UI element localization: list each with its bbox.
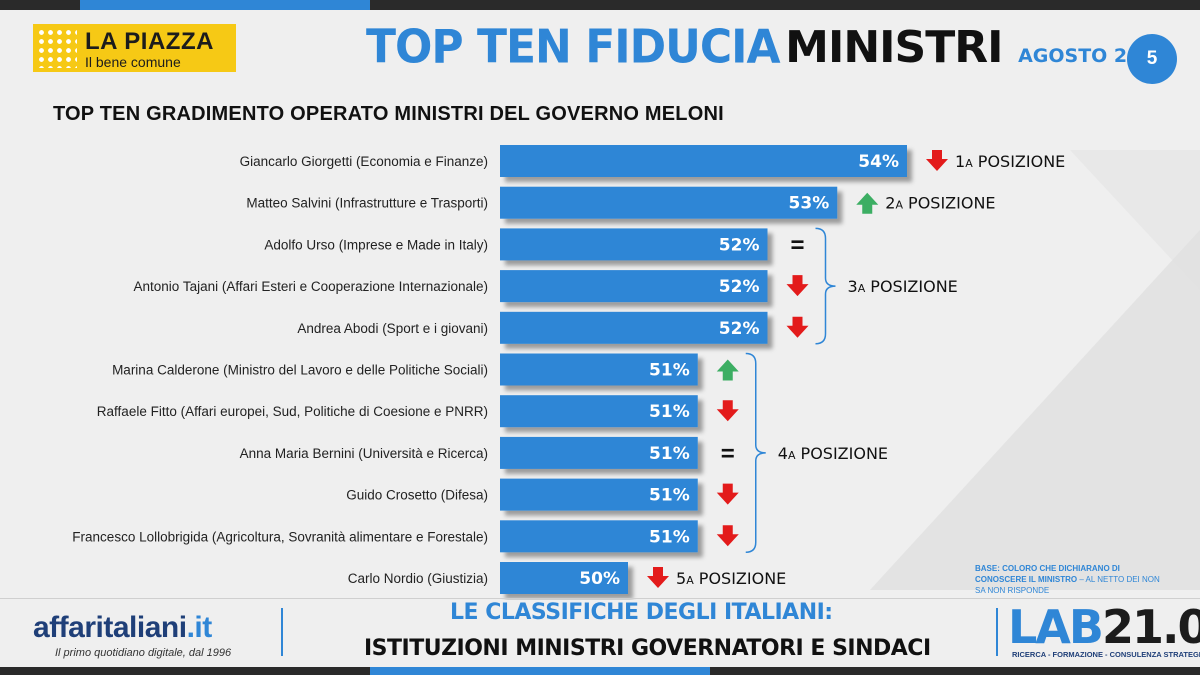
value-label: 52% (719, 235, 760, 255)
logo-subtitle: Il bene comune (85, 54, 181, 70)
bar (500, 395, 698, 428)
value-label: 51% (649, 402, 690, 422)
bar-chart: Giancarlo Giorgetti (Economia e Finanze)… (72, 145, 1065, 594)
lab-tagline: RICERCA - FORMAZIONE - CONSULENZA STRATE… (1012, 650, 1200, 659)
position-text: POSIZIONE (694, 569, 787, 588)
la-piazza-logo: LA PIAZZA Il bene comune (33, 24, 236, 72)
page-title: TOP TEN FIDUCIA MINISTRI AGOSTO 2023 (366, 20, 1167, 75)
background-shape (870, 230, 1200, 590)
bar (500, 270, 768, 303)
logo-dots-icon (37, 28, 77, 68)
trend-equal-icon (791, 240, 804, 249)
trend-down-arrow-icon (926, 150, 948, 171)
position-suffix: A (858, 282, 866, 295)
trend-down-arrow-icon (716, 525, 739, 547)
position-text: POSIZIONE (795, 444, 888, 463)
bar (500, 436, 698, 469)
category-label: Anna Maria Bernini (Università e Ricerca… (240, 446, 488, 461)
value-label: 50% (579, 569, 620, 589)
bar (500, 520, 698, 553)
trend-down-arrow-icon (786, 316, 809, 338)
trend-up-arrow-icon (716, 359, 739, 381)
category-label: Raffaele Fitto (Affari europei, Sud, Pol… (97, 404, 488, 419)
value-label: 52% (719, 277, 760, 297)
category-label: Giancarlo Giorgetti (Economia e Finanze) (240, 154, 488, 169)
footer-divider (0, 598, 1200, 599)
category-label: Andrea Abodi (Sport e i giovani) (297, 321, 488, 336)
bottom-bar-accent (370, 667, 710, 675)
footer-separator (281, 608, 283, 656)
bar (500, 311, 768, 344)
value-label: 51% (649, 486, 690, 506)
affaritaliani-logo: affaritaliani.it (33, 611, 212, 645)
trend-down-arrow-icon (786, 275, 809, 297)
bar (500, 353, 698, 386)
page-number-badge: 5 (1127, 34, 1177, 84)
title-part-1: TOP TEN FIDUCIA (366, 20, 781, 75)
bar (500, 478, 698, 511)
bar (500, 186, 838, 219)
value-label: 52% (719, 319, 760, 339)
trend-down-arrow-icon (716, 483, 739, 505)
category-label: Carlo Nordio (Giustizia) (348, 571, 488, 586)
position-suffix: A (686, 574, 694, 587)
brand-name: affaritaliani (33, 611, 187, 644)
brand-tagline: Il primo quotidiano digitale, dal 1996 (55, 647, 232, 659)
position-number: 5 (676, 569, 686, 588)
value-label: 51% (649, 527, 690, 547)
position-number: 1 (955, 152, 965, 171)
title-part-2: MINISTRI (785, 22, 1003, 73)
lab-logo-part-2: 21.01 (1101, 600, 1200, 654)
base-note: BASE: COLORO CHE DICHIARANO DI CONOSCERE… (975, 563, 1165, 596)
value-label: 51% (649, 444, 690, 464)
lab-logo-part-1: LAB (1008, 600, 1104, 654)
brand-tld: .it (186, 611, 213, 644)
chart-subtitle: TOP TEN GRADIMENTO OPERATO MINISTRI DEL … (53, 103, 724, 125)
position-label: 4A POSIZIONE (778, 444, 888, 463)
position-number: 2 (885, 194, 895, 213)
bar (500, 562, 628, 594)
trend-up-arrow-icon (856, 192, 879, 214)
position-suffix: A (788, 449, 796, 462)
category-label: Antonio Tajani (Affari Esteri e Cooperaz… (134, 279, 488, 294)
group-bracket (745, 352, 766, 554)
group-bracket (815, 227, 836, 345)
base-note-thin: – AL NETTO DEI NON SA NON RISPONDE (975, 575, 1160, 595)
top-bar-accent (80, 0, 370, 10)
category-label: Guido Crosetto (Difesa) (346, 488, 488, 503)
value-label: 54% (858, 152, 899, 172)
position-label: 2A POSIZIONE (885, 194, 995, 213)
position-label: 1A POSIZIONE (955, 152, 1065, 171)
position-suffix: A (895, 199, 903, 212)
footer-subheading: ISTITUZIONI MINISTRI GOVERNATORI E SINDA… (364, 636, 931, 661)
footer-heading: LE CLASSIFICHE DEGLI ITALIANI: (450, 600, 833, 625)
category-label: Marina Calderone (Ministro del Lavoro e … (112, 363, 488, 378)
position-suffix: A (965, 157, 973, 170)
category-label: Matteo Salvini (Infrastrutture e Traspor… (246, 196, 488, 211)
position-number: 3 (848, 277, 858, 296)
trend-equal-icon (721, 448, 734, 458)
top-bar (0, 0, 1200, 10)
value-label: 53% (789, 194, 830, 214)
logo-title: LA PIAZZA (85, 28, 214, 55)
position-label: 5A POSIZIONE (676, 569, 786, 588)
position-text: POSIZIONE (973, 152, 1066, 171)
category-label: Francesco Lollobrigida (Agricoltura, Sov… (72, 529, 488, 544)
position-label: 3A POSIZIONE (848, 277, 958, 296)
trend-down-arrow-icon (716, 400, 739, 422)
bar (500, 228, 768, 261)
base-note-bold: BASE: COLORO CHE DICHIARANO DI CONOSCERE… (975, 564, 1120, 584)
position-number: 4 (778, 444, 788, 463)
trend-down-arrow-icon (647, 567, 669, 588)
position-text: POSIZIONE (865, 277, 958, 296)
value-label: 51% (649, 361, 690, 381)
footer-separator (996, 608, 998, 656)
lab2101-logo: LAB21.01 (1008, 600, 1200, 654)
category-label: Adolfo Urso (Imprese e Made in Italy) (264, 237, 488, 252)
position-text: POSIZIONE (903, 194, 996, 213)
bar (500, 145, 907, 177)
